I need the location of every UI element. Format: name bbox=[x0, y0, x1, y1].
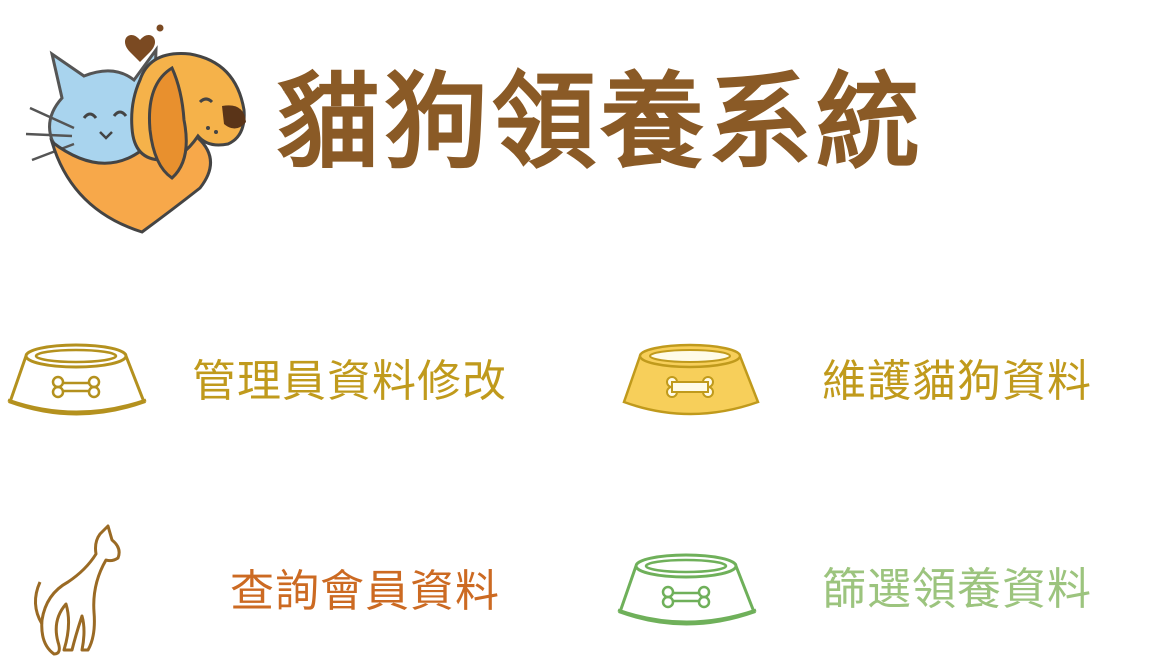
menu-label-member-query: 查詢會員資料 bbox=[230, 566, 500, 617]
menu-label-pet-maintenance: 維護貓狗資料 bbox=[822, 356, 1092, 407]
cat-silhouette-icon bbox=[34, 524, 121, 656]
pet-bowl-outline-icon bbox=[7, 343, 147, 416]
menu-item-pet-maintenance[interactable]: 維護貓狗資料 bbox=[610, 330, 1140, 440]
pet-bowl-green-icon bbox=[617, 553, 757, 626]
menu-label-admin-edit: 管理員資料修改 bbox=[192, 356, 507, 407]
menu-label-adoption-filter: 篩選領養資料 bbox=[822, 564, 1092, 615]
menu-item-adoption-filter[interactable]: 篩選領養資料 bbox=[610, 540, 1140, 650]
cat-dog-logo bbox=[22, 10, 262, 240]
menu-item-member-query[interactable]: 查詢會員資料 bbox=[0, 520, 560, 666]
app-title: 貓狗領養系統 bbox=[276, 60, 925, 183]
pet-bowl-filled-icon bbox=[622, 343, 760, 416]
menu-item-admin-edit[interactable]: 管理員資料修改 bbox=[0, 330, 560, 440]
